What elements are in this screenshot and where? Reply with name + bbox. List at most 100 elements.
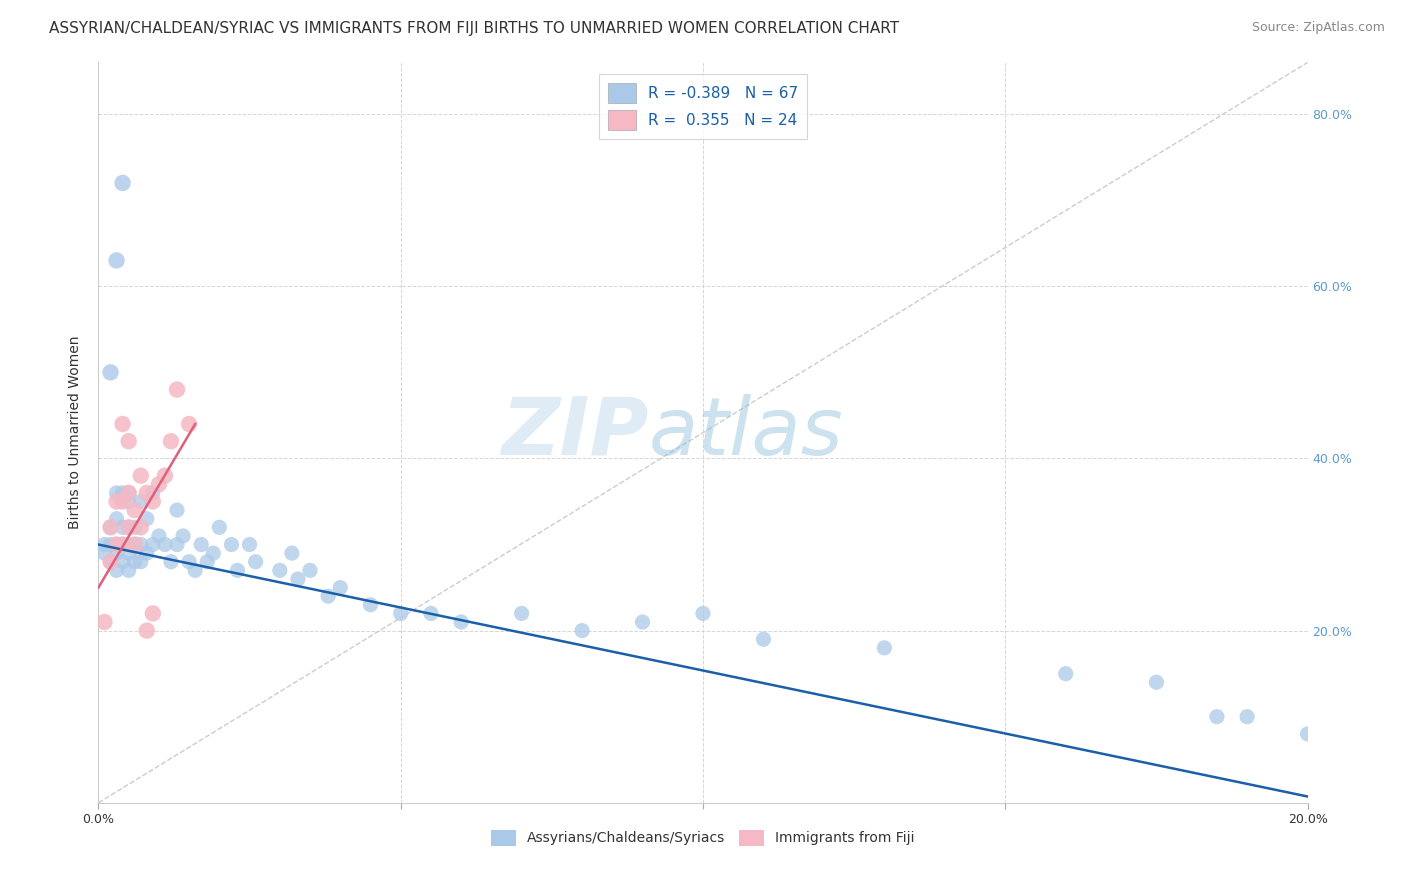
Point <box>129 555 152 569</box>
Point <box>166 503 188 517</box>
Point <box>160 434 183 449</box>
Point <box>100 520 122 534</box>
Point <box>105 537 128 551</box>
Point <box>226 563 249 577</box>
Point <box>1054 666 1077 681</box>
Point <box>111 537 134 551</box>
Point <box>118 520 141 534</box>
Point <box>100 520 122 534</box>
Point <box>420 607 443 621</box>
Point <box>111 176 134 190</box>
Point <box>873 640 896 655</box>
Y-axis label: Births to Unmarried Women: Births to Unmarried Women <box>69 336 83 529</box>
Point <box>118 563 141 577</box>
Text: ASSYRIAN/CHALDEAN/SYRIAC VS IMMIGRANTS FROM FIJI BIRTHS TO UNMARRIED WOMEN CORRE: ASSYRIAN/CHALDEAN/SYRIAC VS IMMIGRANTS F… <box>49 21 900 36</box>
Point <box>105 512 128 526</box>
Point <box>135 546 157 560</box>
Point <box>142 494 165 508</box>
Point <box>184 563 207 577</box>
Point <box>93 537 115 551</box>
Point <box>299 563 322 577</box>
Point <box>118 494 141 508</box>
Point <box>111 486 134 500</box>
Point <box>129 520 152 534</box>
Point <box>281 546 304 560</box>
Point <box>129 494 152 508</box>
Point <box>105 563 128 577</box>
Point <box>202 546 225 560</box>
Point <box>124 555 146 569</box>
Point <box>100 555 122 569</box>
Text: atlas: atlas <box>648 393 844 472</box>
Point <box>124 537 146 551</box>
Point <box>389 607 412 621</box>
Point <box>111 520 134 534</box>
Point <box>245 555 267 569</box>
Point <box>105 537 128 551</box>
Text: Source: ZipAtlas.com: Source: ZipAtlas.com <box>1251 21 1385 34</box>
Point <box>179 555 201 569</box>
Point <box>153 468 176 483</box>
Point <box>239 537 262 551</box>
Point <box>450 615 472 629</box>
Point <box>287 572 309 586</box>
Point <box>105 253 128 268</box>
Point <box>1206 709 1229 723</box>
Point <box>360 598 382 612</box>
Point <box>148 529 170 543</box>
Point <box>160 555 183 569</box>
Point <box>135 486 157 500</box>
Point <box>118 486 141 500</box>
Point <box>510 607 533 621</box>
Point <box>142 537 165 551</box>
Point <box>153 537 176 551</box>
Legend: Assyrians/Chaldeans/Syriacs, Immigrants from Fiji: Assyrians/Chaldeans/Syriacs, Immigrants … <box>485 824 921 851</box>
Point <box>1296 727 1319 741</box>
Point <box>179 417 201 431</box>
Point <box>93 546 115 560</box>
Point <box>118 546 141 560</box>
Point <box>129 537 152 551</box>
Point <box>124 537 146 551</box>
Point <box>118 486 141 500</box>
Point <box>100 537 122 551</box>
Point <box>124 503 146 517</box>
Point <box>148 477 170 491</box>
Point <box>142 486 165 500</box>
Point <box>195 555 218 569</box>
Point <box>190 537 212 551</box>
Point <box>1144 675 1167 690</box>
Point <box>124 520 146 534</box>
Point <box>208 520 231 534</box>
Point <box>316 589 339 603</box>
Text: ZIP: ZIP <box>501 393 648 472</box>
Point <box>1236 709 1258 723</box>
Point <box>752 632 775 647</box>
Point <box>166 537 188 551</box>
Point <box>692 607 714 621</box>
Point <box>105 494 128 508</box>
Point <box>118 520 141 534</box>
Point <box>111 417 134 431</box>
Point <box>105 546 128 560</box>
Point <box>631 615 654 629</box>
Point <box>100 555 122 569</box>
Point <box>142 607 165 621</box>
Point <box>129 468 152 483</box>
Point <box>105 486 128 500</box>
Point <box>221 537 243 551</box>
Point <box>166 383 188 397</box>
Point <box>118 537 141 551</box>
Point <box>135 624 157 638</box>
Point <box>111 537 134 551</box>
Point <box>269 563 291 577</box>
Point <box>329 581 352 595</box>
Point <box>172 529 194 543</box>
Point <box>135 512 157 526</box>
Point <box>100 365 122 379</box>
Point <box>118 434 141 449</box>
Point <box>93 615 115 629</box>
Point <box>111 555 134 569</box>
Point <box>111 494 134 508</box>
Point <box>571 624 593 638</box>
